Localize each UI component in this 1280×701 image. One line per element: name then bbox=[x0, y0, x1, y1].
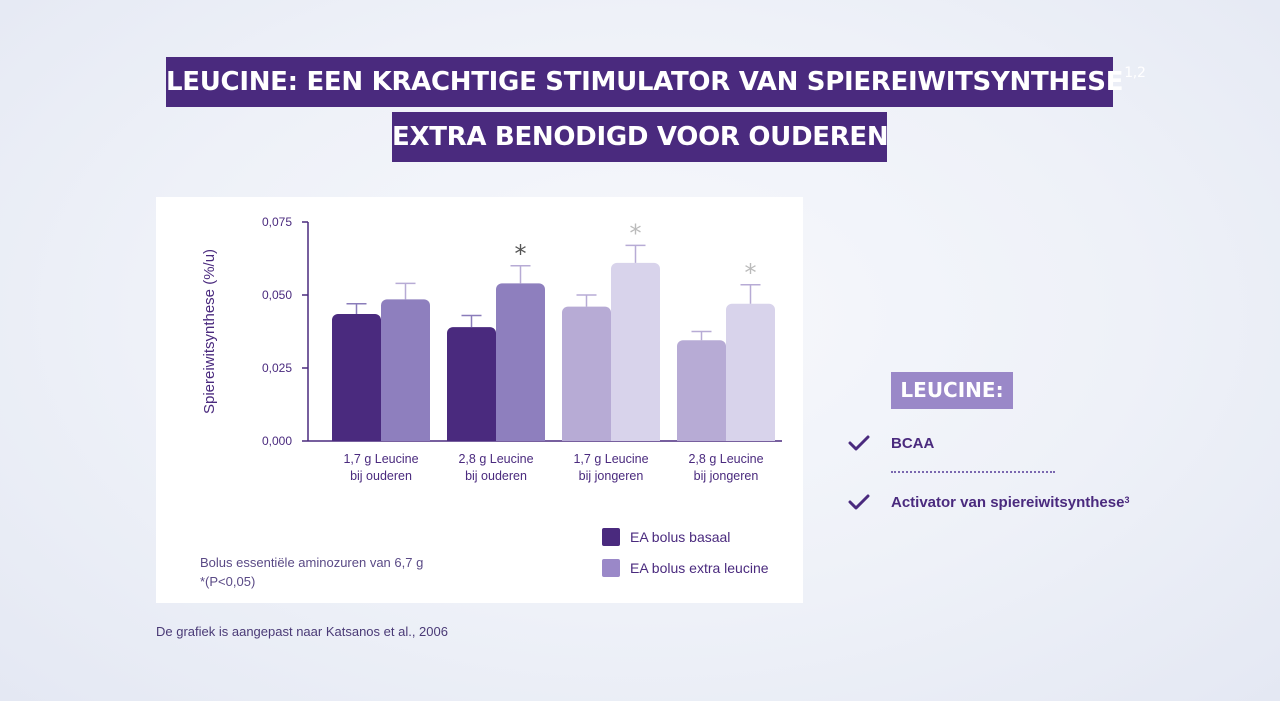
bar bbox=[496, 283, 545, 441]
y-tick-label: 0,025 bbox=[262, 361, 292, 375]
y-axis-label: Spiereiwitsynthese (%/u) bbox=[201, 249, 218, 414]
bar-base bbox=[562, 433, 611, 441]
dotted-divider bbox=[891, 471, 1055, 473]
bar bbox=[611, 262, 660, 441]
bar-base bbox=[332, 433, 381, 441]
bar-chart: 0,000 0,025 0,050 0,075 Spiereiwitsynthese (… bbox=[201, 215, 782, 483]
y-tick-label: 0,075 bbox=[262, 215, 292, 229]
legend-label-basal: EA bolus basaal bbox=[630, 529, 731, 545]
y-tick-label: 0,050 bbox=[262, 288, 292, 302]
chart-panel: 0,000 0,025 0,050 0,075 Spiereiwitsynthese (… bbox=[156, 197, 803, 603]
title-line1-text: LEUCINE: EEN KRACHTIGE STIMULATOR VAN SP… bbox=[166, 67, 1124, 97]
legend-label-extra: EA bolus extra leucine bbox=[630, 560, 769, 576]
bar-base bbox=[677, 433, 726, 441]
significance-marker: * bbox=[630, 219, 642, 247]
check-item-bcaa: BCAA bbox=[848, 434, 934, 452]
x-tick-label: 1,7 g Leucine bbox=[573, 452, 648, 466]
bar bbox=[726, 303, 775, 441]
page-title-line1: LEUCINE: EEN KRACHTIGE STIMULATOR VAN SP… bbox=[166, 57, 1146, 107]
x-tick-label: bij ouderen bbox=[465, 469, 527, 483]
bar bbox=[677, 340, 726, 441]
x-tick-label: bij jongeren bbox=[694, 469, 759, 483]
check-label-bcaa: BCAA bbox=[891, 434, 935, 452]
check-label-activator: Activator van spiereiwitsynthese bbox=[891, 493, 1125, 511]
x-tick-label: 1,7 g Leucine bbox=[343, 452, 418, 466]
source-citation: De grafiek is aangepast naar Katsanos et… bbox=[156, 624, 448, 639]
bar bbox=[562, 306, 611, 441]
bar-base bbox=[496, 433, 545, 441]
legend-item-extra: EA bolus extra leucine bbox=[602, 559, 769, 577]
bar bbox=[332, 313, 381, 441]
x-tick-label: bij ouderen bbox=[350, 469, 412, 483]
y-tick-label: 0,000 bbox=[262, 434, 292, 448]
bar-base bbox=[726, 433, 775, 441]
title-footnote-ref: 1,2 bbox=[1124, 65, 1146, 81]
chart-note-significance: *(P<0,05) bbox=[200, 574, 256, 589]
legend-swatch-extra bbox=[602, 559, 620, 577]
bar bbox=[381, 299, 430, 441]
legend-item-basal: EA bolus basaal bbox=[602, 528, 730, 546]
bar-base bbox=[381, 433, 430, 441]
x-tick-label: 2,8 g Leucine bbox=[688, 452, 763, 466]
check-icon bbox=[848, 435, 870, 451]
significance-marker: * bbox=[745, 259, 757, 287]
check-item-activator: Activator van spiereiwitsynthese 3 bbox=[848, 493, 1129, 511]
significance-marker: * bbox=[515, 240, 527, 268]
bar bbox=[447, 327, 496, 441]
bar-base bbox=[447, 433, 496, 441]
check-footnote-ref: 3 bbox=[1124, 495, 1130, 505]
page-title-line2: EXTRA BENODIGD VOOR OUDEREN bbox=[392, 112, 889, 162]
bar-base bbox=[611, 433, 660, 441]
check-icon bbox=[848, 494, 870, 510]
chart-note-bolus: Bolus essentiële aminozuren van 6,7 g bbox=[200, 555, 424, 570]
legend-swatch-basal bbox=[602, 528, 620, 546]
x-tick-label: bij jongeren bbox=[579, 469, 644, 483]
x-tick-label: 2,8 g Leucine bbox=[458, 452, 533, 466]
leucine-header: LEUCINE: bbox=[891, 372, 1013, 409]
